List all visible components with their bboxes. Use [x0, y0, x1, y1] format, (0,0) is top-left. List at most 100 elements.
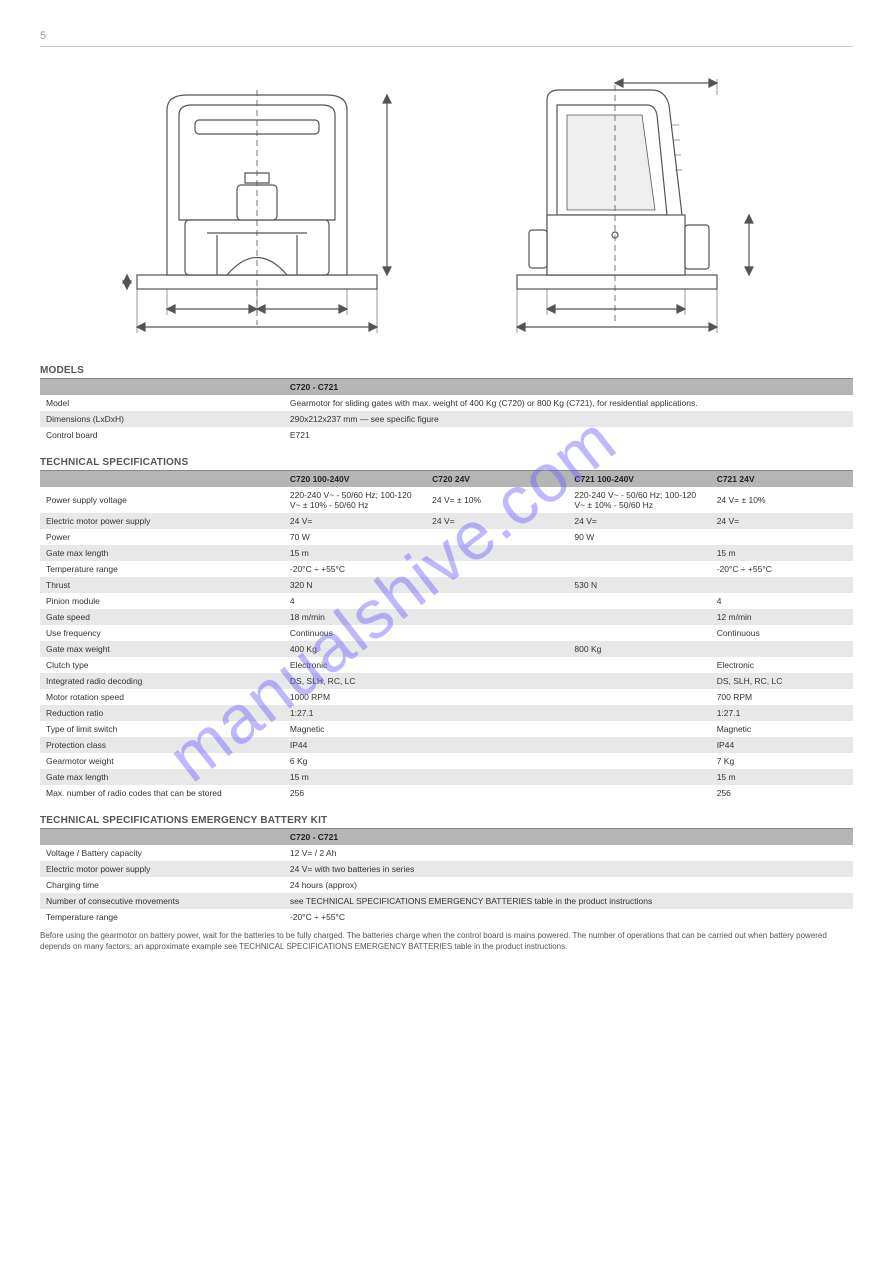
spec-key: Pinion module — [40, 593, 284, 609]
spec-val — [568, 609, 710, 625]
spec-key: Electric motor power supply — [40, 861, 284, 877]
th: C720 - C721 — [284, 829, 853, 845]
spec-val — [568, 721, 710, 737]
spec-val: 7 Kg — [711, 753, 853, 769]
spec-val: 220-240 V~ - 50/60 Hz; 100-120 V~ ± 10% … — [284, 487, 426, 513]
spec-val: DS, SLH, RC, LC — [711, 673, 853, 689]
table-row: Pinion module44 — [40, 593, 853, 609]
spec-key: Voltage / Battery capacity — [40, 845, 284, 861]
spec-val — [426, 753, 568, 769]
spec-val — [568, 785, 710, 801]
th: C720 100-240V — [284, 471, 426, 487]
spec-val: IP44 — [711, 737, 853, 753]
spec-val: 24 hours (approx) — [284, 877, 853, 893]
spec-key: Power supply voltage — [40, 487, 284, 513]
spec-key: Gate max length — [40, 545, 284, 561]
table-row: Reduction ratio1:27.11:27.1 — [40, 705, 853, 721]
spec-val: 1000 RPM — [284, 689, 426, 705]
spec-val: -20°C ÷ +55°C — [284, 909, 853, 925]
spec-val: 15 m — [711, 769, 853, 785]
spec-val: 4 — [711, 593, 853, 609]
spec-val — [568, 753, 710, 769]
table-row: Dimensions (LxDxH)290x212x237 mm — see s… — [40, 411, 853, 427]
models-table: C720 - C721 ModelGearmotor for sliding g… — [40, 379, 853, 443]
th — [40, 829, 284, 845]
spec-val: 24 V= ± 10% — [711, 487, 853, 513]
spec-val — [426, 689, 568, 705]
section-title-battery: TECHNICAL SPECIFICATIONS EMERGENCY BATTE… — [40, 815, 853, 826]
page-number: 5 — [40, 30, 853, 42]
spec-val — [426, 545, 568, 561]
spec-val — [426, 657, 568, 673]
table-row: Gate max length15 m15 m — [40, 769, 853, 785]
spec-val — [426, 577, 568, 593]
spec-key: Number of consecutive movements — [40, 893, 284, 909]
spec-val: Continuous — [711, 625, 853, 641]
spec-val: 800 Kg — [568, 641, 710, 657]
section-title-models: MODELS — [40, 365, 853, 376]
spec-val: 70 W — [284, 529, 426, 545]
tech-table: C720 100-240V C720 24V C721 100-240V C72… — [40, 471, 853, 801]
side-view-diagram — [487, 65, 787, 345]
th-model: C720 - C721 — [284, 379, 853, 395]
spec-key: Gate max length — [40, 769, 284, 785]
spec-val: 6 Kg — [284, 753, 426, 769]
spec-val — [426, 561, 568, 577]
battery-table: C720 - C721 Voltage / Battery capacity12… — [40, 829, 853, 925]
spec-val: 24 V= — [284, 513, 426, 529]
spec-key: Max. number of radio codes that can be s… — [40, 785, 284, 801]
section-title-tech: TECHNICAL SPECIFICATIONS — [40, 457, 853, 468]
th — [40, 471, 284, 487]
spec-val: 12 m/min — [711, 609, 853, 625]
spec-val: 24 V= ± 10% — [426, 487, 568, 513]
spec-key: Electric motor power supply — [40, 513, 284, 529]
table-row: Gate max length15 m15 m — [40, 545, 853, 561]
spec-val: 1:27.1 — [711, 705, 853, 721]
spec-key: Clutch type — [40, 657, 284, 673]
table-row: Clutch typeElectronicElectronic — [40, 657, 853, 673]
table-row: Power70 W90 W — [40, 529, 853, 545]
table-row: Number of consecutive movementssee TECHN… — [40, 893, 853, 909]
spec-key: Type of limit switch — [40, 721, 284, 737]
spec-val — [426, 529, 568, 545]
table-row: Gate max weight400 Kg800 Kg — [40, 641, 853, 657]
spec-val: 24 V= — [711, 513, 853, 529]
spec-val — [426, 785, 568, 801]
spec-val: 18 m/min — [284, 609, 426, 625]
spec-val: 15 m — [711, 545, 853, 561]
table-row: Integrated radio decodingDS, SLH, RC, LC… — [40, 673, 853, 689]
spec-val — [426, 673, 568, 689]
table-row: Thrust320 N 530 N — [40, 577, 853, 593]
spec-val — [568, 769, 710, 785]
spec-val: 4 — [284, 593, 426, 609]
spec-val: 530 N — [568, 577, 710, 593]
spec-val: see TECHNICAL SPECIFICATIONS EMERGENCY B… — [284, 893, 853, 909]
spec-val: 15 m — [284, 769, 426, 785]
dimension-diagrams — [40, 65, 853, 345]
top-rule — [40, 46, 853, 47]
spec-val: 320 N — [284, 577, 426, 593]
table-row: Temperature range-20°C ÷ +55°C-20°C ÷ +5… — [40, 561, 853, 577]
spec-val: 700 RPM — [711, 689, 853, 705]
spec-val: 290x212x237 mm — see specific figure — [284, 411, 853, 427]
th: C721 100-240V — [568, 471, 710, 487]
spec-val — [426, 593, 568, 609]
table-row: Electric motor power supply24 V=24 V=24 … — [40, 513, 853, 529]
spec-val — [568, 545, 710, 561]
table-row: Charging time24 hours (approx) — [40, 877, 853, 893]
battery-note: Before using the gearmotor on battery po… — [40, 931, 853, 953]
spec-key: Thrust — [40, 577, 284, 593]
spec-val: 256 — [711, 785, 853, 801]
spec-val — [711, 529, 853, 545]
th-blank — [40, 379, 284, 395]
spec-val — [426, 625, 568, 641]
spec-key: Reduction ratio — [40, 705, 284, 721]
spec-val — [568, 689, 710, 705]
spec-val: Magnetic — [711, 721, 853, 737]
spec-val — [426, 737, 568, 753]
spec-val: E721 — [284, 427, 853, 443]
spec-val: DS, SLH, RC, LC — [284, 673, 426, 689]
table-row: ModelGearmotor for sliding gates with ma… — [40, 395, 853, 411]
spec-val: Gearmotor for sliding gates with max. we… — [284, 395, 853, 411]
spec-key: Power — [40, 529, 284, 545]
